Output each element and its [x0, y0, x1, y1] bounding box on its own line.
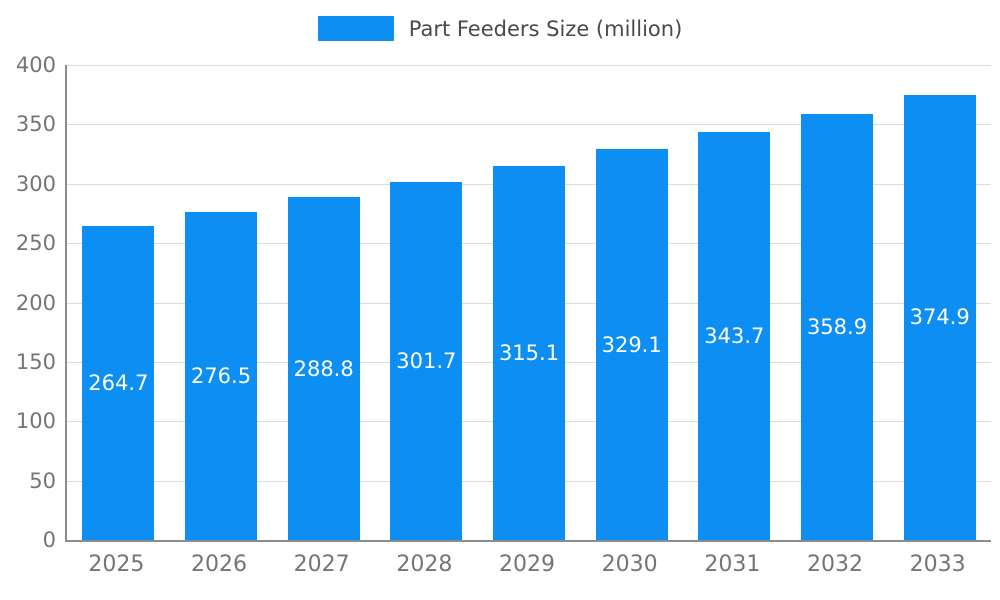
legend[interactable]: Part Feeders Size (million)	[0, 16, 1000, 41]
x-tick-label: 2031	[704, 552, 761, 577]
y-tick-label: 0	[42, 528, 56, 552]
y-tick-label: 50	[29, 468, 56, 493]
y-tick-label: 300	[15, 171, 56, 196]
y-tick-label: 150	[15, 349, 56, 374]
bar[interactable]: 315.1	[493, 165, 565, 540]
y-axis-labels: 0 50 100 150 200 250 300 350 400	[0, 53, 56, 552]
bar-value-label: 264.7	[88, 370, 149, 395]
bar-value-label: 301.7	[396, 348, 457, 373]
y-tick-label: 200	[15, 290, 56, 315]
bar[interactable]: 276.5	[185, 211, 257, 540]
bar-value-label: 329.1	[601, 332, 662, 357]
x-tick-label: 2033	[909, 552, 966, 577]
y-tick-label: 250	[15, 231, 56, 256]
bar-value-label: 343.7	[704, 323, 765, 348]
x-tick-label: 2028	[396, 552, 453, 577]
y-tick-label: 350	[15, 112, 56, 137]
legend-label: Part Feeders Size (million)	[408, 16, 683, 41]
bar[interactable]: 343.7	[698, 131, 771, 540]
bar[interactable]: 301.7	[390, 181, 463, 540]
bar[interactable]: 329.1	[595, 149, 668, 540]
bar[interactable]: 264.7	[82, 225, 155, 540]
bar-value-label: 374.9	[909, 305, 970, 330]
bar[interactable]: 374.9	[903, 94, 976, 540]
x-tick-label: 2027	[293, 552, 350, 577]
x-tick-label: 2026	[191, 552, 247, 577]
bar-value-label: 288.8	[293, 356, 354, 381]
x-tick-label: 2032	[807, 552, 863, 577]
x-tick-label: 2029	[499, 552, 555, 577]
legend-swatch	[317, 16, 394, 41]
bar[interactable]: 288.8	[287, 197, 360, 540]
bar-value-label: 315.1	[498, 340, 560, 365]
y-tick-label: 100	[15, 409, 56, 434]
x-tick-label: 2030	[601, 552, 658, 577]
x-tick-label: 2025	[88, 552, 145, 577]
y-tick-label: 400	[15, 53, 56, 77]
bar-value-label: 276.5	[190, 363, 252, 388]
gridline	[67, 124, 991, 126]
bar-value-label: 358.9	[806, 314, 868, 339]
x-axis-labels: 2025 2026 2027 2028 2029 2030 2031 2032 2033	[65, 552, 989, 592]
bar[interactable]: 358.9	[801, 113, 873, 540]
plot-area: 264.7 276.5 288.8 301.7 315.1 329.1 343.7 358.9…	[65, 65, 991, 542]
gridline	[67, 65, 991, 66]
